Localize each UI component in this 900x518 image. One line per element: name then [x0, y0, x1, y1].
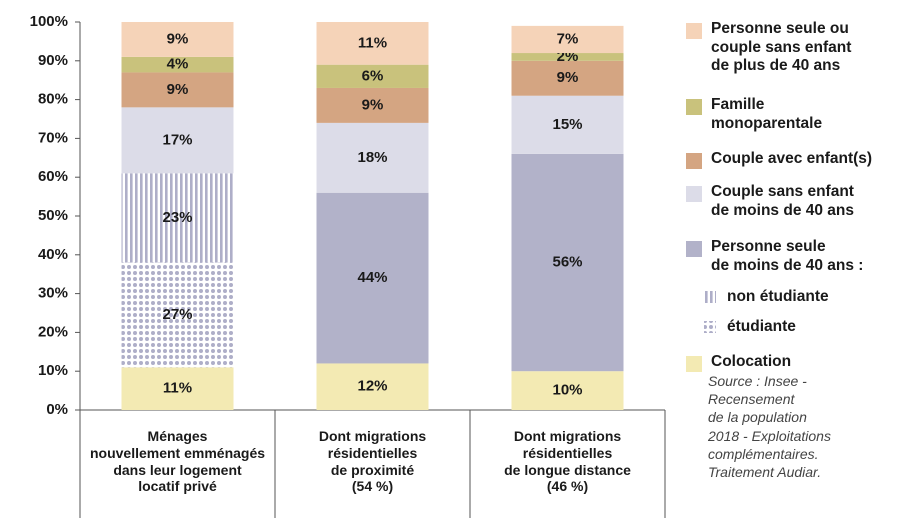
legend-swatch — [686, 241, 702, 257]
bar-segment — [316, 192, 429, 364]
legend-swatch — [686, 23, 702, 39]
x-tick-label: Dont migrations résidentielles de proxim… — [318, 428, 427, 495]
bar-segment — [121, 262, 234, 368]
y-tick-label: 100% — [30, 13, 68, 30]
data-label: 9% — [167, 30, 189, 47]
x-tick-label: Ménages nouvellement emménagés dans leur… — [89, 428, 266, 495]
data-label: 10% — [552, 382, 582, 399]
y-tick-label: 20% — [38, 323, 68, 340]
bar-segment — [511, 95, 624, 154]
data-label: 17% — [162, 131, 192, 148]
legend-label: Personne seule ou couple sans enfant de … — [711, 20, 852, 75]
data-label: 15% — [552, 116, 582, 133]
legend-swatch — [704, 291, 716, 303]
legend-label: étudiante — [727, 318, 796, 335]
data-label: 9% — [557, 69, 579, 86]
data-label: 6% — [362, 67, 384, 84]
bar-segment — [121, 22, 234, 57]
legend-swatch — [686, 356, 702, 372]
legend-label: Personne seule de moins de 40 ans : — [711, 238, 864, 274]
data-label: 11% — [163, 380, 192, 397]
y-tick-label: 80% — [38, 91, 68, 108]
data-label: 23% — [162, 209, 192, 226]
legend-label: Famille monoparentale — [711, 96, 823, 132]
data-label: 4% — [167, 56, 189, 73]
legend-label: Couple avec enfant(s) — [711, 150, 873, 167]
y-tick-label: 60% — [38, 168, 68, 185]
legend-label: Couple sans enfant de moins de 40 ans — [711, 183, 854, 219]
data-label: 11% — [358, 34, 387, 51]
bar-segment — [316, 64, 429, 88]
bar-segment — [511, 25, 624, 54]
bar-segment — [121, 367, 234, 410]
bar-segment — [511, 371, 624, 410]
legend-label: Colocation — [711, 353, 792, 370]
legend-swatch — [686, 99, 702, 115]
bar-segment — [316, 22, 429, 65]
y-tick-label: 10% — [38, 362, 68, 379]
y-tick-label: 90% — [38, 52, 68, 69]
legend-label: non étudiante — [727, 288, 829, 305]
legend-swatch — [686, 186, 702, 202]
bar-segment — [121, 56, 234, 73]
data-label: 9% — [362, 96, 384, 113]
y-tick-label: 0% — [46, 401, 68, 418]
bar-segment — [316, 122, 429, 193]
data-label: 12% — [357, 378, 387, 395]
bar-segment — [316, 87, 429, 123]
source: Source : Insee - Recensement de la popul… — [708, 373, 831, 480]
bar-segment — [511, 153, 624, 372]
y-tick-label: 70% — [38, 129, 68, 146]
y-tick-label: 50% — [38, 207, 68, 224]
bar-segment — [511, 53, 624, 61]
y-tick-label: 40% — [38, 246, 68, 263]
data-label: 27% — [162, 306, 192, 323]
data-label: 18% — [357, 149, 387, 166]
data-label: 7% — [557, 30, 579, 47]
data-label: 56% — [552, 254, 582, 271]
legend-swatch — [686, 153, 702, 169]
bar-segment — [121, 72, 234, 108]
y-tick-label: 30% — [38, 285, 68, 302]
bar-segment — [121, 173, 234, 263]
data-label: 9% — [167, 81, 189, 98]
bar-segment — [511, 60, 624, 96]
x-tick-label: Dont migrations résidentielles de longue… — [504, 428, 631, 495]
legend-swatch — [704, 321, 716, 333]
bar-segment — [316, 363, 429, 410]
bar-segment — [121, 107, 234, 174]
data-label: 44% — [357, 269, 387, 286]
